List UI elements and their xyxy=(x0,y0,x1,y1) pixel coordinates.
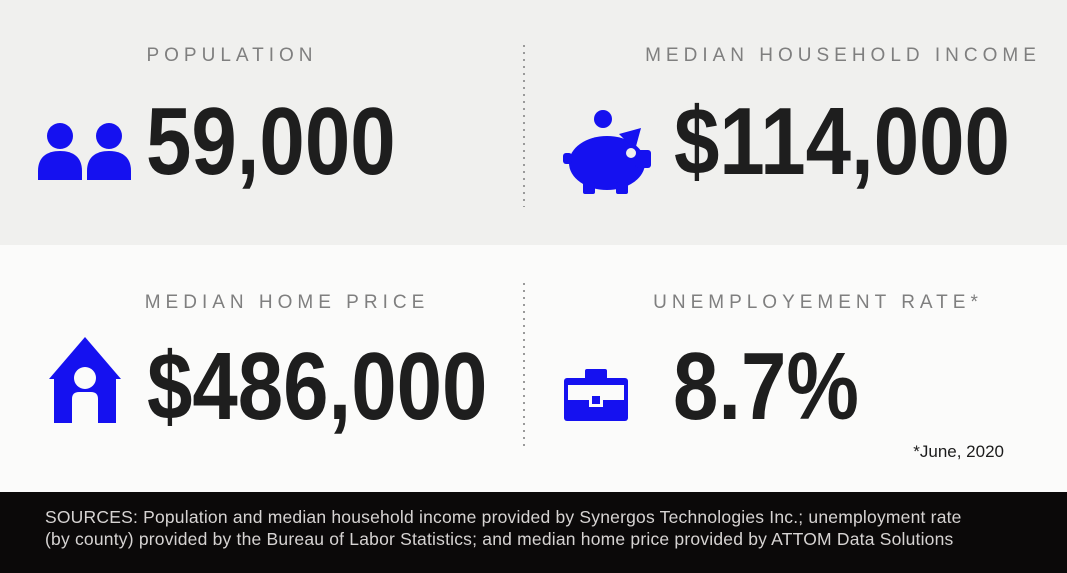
population-label: POPULATION xyxy=(146,45,318,66)
briefcase-icon xyxy=(564,369,628,421)
population-value: 59,000 xyxy=(146,88,396,195)
dotted-divider-bottom xyxy=(523,283,525,447)
home-price-value: $486,000 xyxy=(147,333,488,440)
income-value: $114,000 xyxy=(674,88,1010,195)
unemployment-label: UNEMPLOYEMENT RATE* xyxy=(653,292,983,313)
dotted-divider-top xyxy=(523,45,525,207)
house-icon xyxy=(49,337,121,423)
sources-footer: SOURCES: Population and median household… xyxy=(0,492,1067,573)
income-label: MEDIAN HOUSEHOLD INCOME xyxy=(645,45,1041,66)
sources-line-2: (by county) provided by the Bureau of La… xyxy=(45,528,954,549)
piggy-bank-icon xyxy=(563,106,651,196)
bottom-section xyxy=(0,245,1067,492)
people-icon xyxy=(38,121,131,180)
top-section xyxy=(0,0,1067,245)
footnote-june-2020: *June, 2020 xyxy=(913,442,1004,461)
unemployment-value: 8.7% xyxy=(673,333,859,440)
home-price-label: MEDIAN HOME PRICE xyxy=(144,292,430,313)
sources-line-1: SOURCES: Population and median household… xyxy=(45,507,962,527)
